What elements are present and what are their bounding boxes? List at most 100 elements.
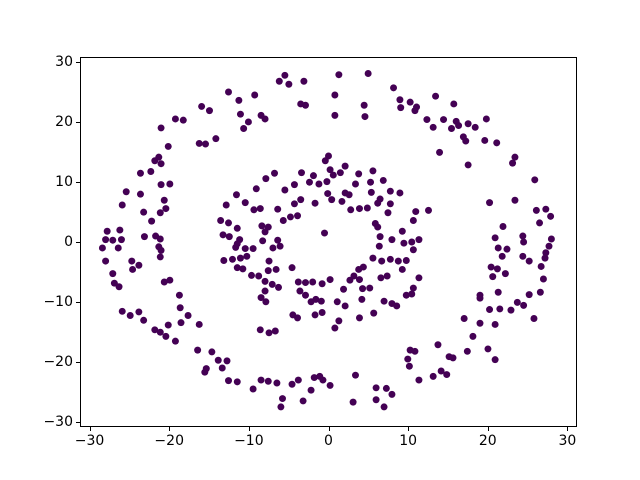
scatter-point xyxy=(363,204,371,212)
scatter-point xyxy=(487,263,495,271)
scatter-point xyxy=(346,276,354,284)
scatter-point xyxy=(520,301,528,309)
scatter-point xyxy=(499,223,507,230)
scatter-point xyxy=(118,201,126,209)
scatter-point xyxy=(195,320,203,328)
scatter-point xyxy=(434,341,442,349)
scatter-point xyxy=(493,265,501,273)
scatter-point xyxy=(415,274,423,282)
scatter-point xyxy=(536,219,544,227)
scatter-point xyxy=(341,302,349,310)
scatter-point xyxy=(248,271,255,279)
x-tick-mark xyxy=(89,427,91,431)
scatter-point xyxy=(217,217,225,224)
scatter-point xyxy=(233,224,241,232)
scatter-point xyxy=(148,217,156,225)
scatter-point xyxy=(520,238,528,246)
scatter-point xyxy=(415,376,423,384)
scatter-point xyxy=(509,159,517,167)
scatter-point xyxy=(503,245,511,253)
scatter-point xyxy=(261,228,269,236)
y-tick-label: −20 xyxy=(43,354,73,371)
scatter-point xyxy=(437,367,445,375)
scatter-point xyxy=(126,312,134,319)
scatter-point xyxy=(240,125,248,132)
x-tick-label: −30 xyxy=(74,433,105,449)
scatter-point xyxy=(166,180,174,188)
scatter-point xyxy=(541,254,549,262)
scatter-point xyxy=(239,265,247,273)
scatter-point xyxy=(128,257,136,265)
scatter-point xyxy=(394,257,402,265)
scatter-point xyxy=(325,152,332,160)
scatter-point xyxy=(324,190,332,198)
scatter-point xyxy=(115,283,123,291)
scatter-point xyxy=(436,148,444,156)
scatter-point xyxy=(157,246,165,254)
scatter-point xyxy=(309,278,317,286)
scatter-point xyxy=(525,257,533,265)
scatter-point xyxy=(299,397,307,405)
scatter-point xyxy=(261,277,269,285)
scatter-point xyxy=(276,242,284,250)
scatter-point xyxy=(469,332,477,340)
scatter-point xyxy=(212,135,220,143)
scatter-point xyxy=(390,84,398,92)
scatter-point xyxy=(298,169,305,177)
scatter-point xyxy=(302,291,309,299)
x-tick-mark xyxy=(567,427,569,431)
scatter-point xyxy=(297,196,305,204)
scatter-point xyxy=(140,233,148,241)
x-tick-label: 30 xyxy=(558,433,577,449)
y-tick-label: 30 xyxy=(55,53,73,70)
scatter-point xyxy=(109,270,117,278)
y-tick-mark xyxy=(76,242,80,243)
scatter-point xyxy=(398,265,406,273)
scatter-point xyxy=(464,120,472,128)
scatter-point xyxy=(355,170,363,178)
scatter-point xyxy=(383,272,391,280)
scatter-point xyxy=(256,326,264,334)
scatter-point xyxy=(531,176,539,184)
scatter-point xyxy=(265,257,273,265)
scatter-point xyxy=(268,280,276,288)
scatter-point xyxy=(162,332,170,340)
scatter-point xyxy=(279,395,286,403)
scatter-point xyxy=(156,328,164,336)
scatter-point xyxy=(398,227,406,235)
scatter-point xyxy=(411,347,419,355)
scatter-point xyxy=(175,291,183,299)
scatter-point xyxy=(275,283,282,291)
scatter-point xyxy=(331,111,339,119)
scatter-point xyxy=(481,136,489,144)
scatter-point xyxy=(321,229,329,237)
scatter-point xyxy=(277,403,285,411)
scatter-point xyxy=(402,257,410,264)
scatter-point xyxy=(300,77,308,85)
scatter-point xyxy=(501,270,509,278)
scatter-point xyxy=(326,381,334,389)
scatter-point xyxy=(494,288,502,296)
scatter-point xyxy=(294,212,302,220)
x-tick-mark xyxy=(487,427,489,431)
scatter-point xyxy=(220,257,228,264)
scatter-point xyxy=(412,208,420,216)
scatter-point xyxy=(164,142,172,150)
scatter-point xyxy=(440,116,448,124)
scatter-point xyxy=(545,242,553,250)
scatter-point xyxy=(290,200,298,208)
scatter-point xyxy=(359,285,367,293)
scatter-point xyxy=(455,122,463,130)
scatter-point xyxy=(388,390,396,398)
scatter-point xyxy=(323,178,331,186)
x-tick-label: −10 xyxy=(234,433,264,449)
scatter-point xyxy=(264,267,272,275)
scatter-point xyxy=(355,205,363,213)
y-tick-label: 0 xyxy=(64,234,73,250)
scatter-point xyxy=(140,208,148,216)
scatter-point xyxy=(486,306,494,314)
scatter-point xyxy=(491,234,499,242)
scatter-point xyxy=(409,246,417,254)
scatter-point xyxy=(537,262,545,270)
